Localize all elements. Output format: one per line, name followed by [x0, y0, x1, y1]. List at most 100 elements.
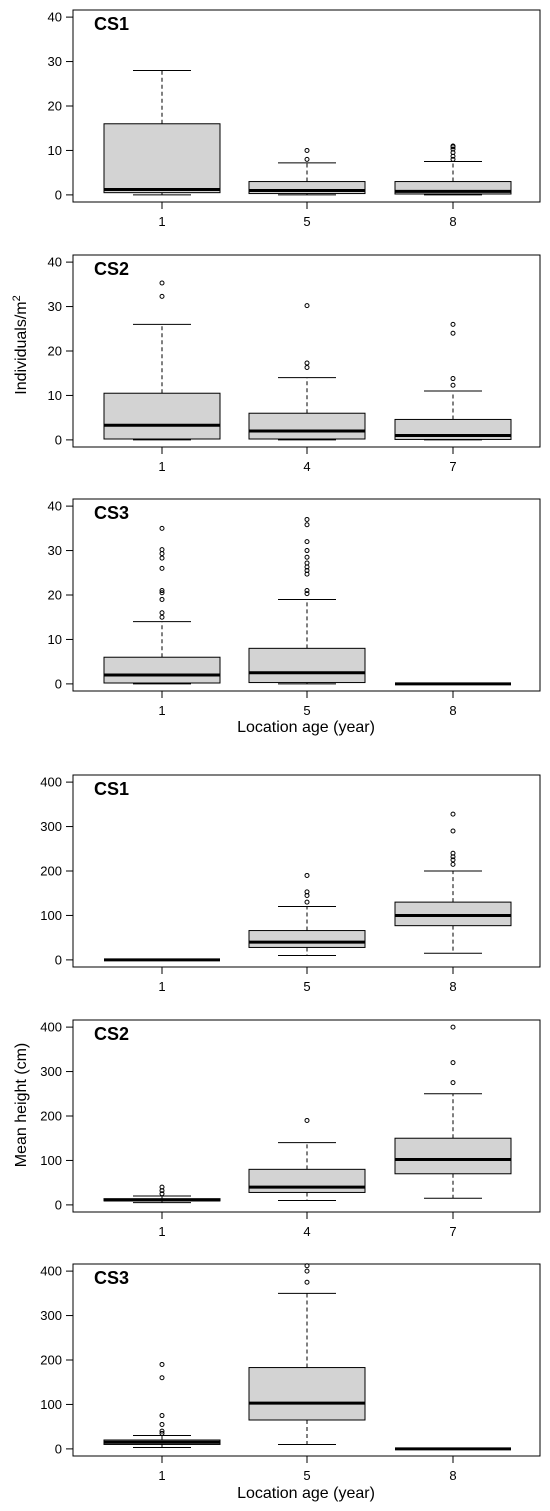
y-tick-label: 300 [40, 819, 62, 834]
panel-label: CS2 [94, 259, 129, 279]
y-tick-label: 400 [40, 1264, 62, 1279]
y-tick-label: 30 [48, 54, 62, 69]
outlier-point [304, 548, 310, 554]
outlier-point [159, 1191, 165, 1197]
density-x-axis-title: Location age (year) [237, 719, 375, 736]
outlier-point [450, 1024, 456, 1030]
outlier-point [450, 811, 456, 817]
panel-label: CS1 [94, 14, 129, 34]
box-iqr [248, 647, 366, 684]
y-tick-label: 200 [40, 1353, 62, 1368]
outlier-point [159, 1428, 165, 1434]
outlier-point [159, 614, 165, 620]
box-iqr [394, 1137, 512, 1175]
outlier-point [304, 1117, 310, 1123]
box-4 [248, 1117, 366, 1201]
outlier-point [304, 560, 310, 566]
y-tick-label: 20 [48, 99, 62, 114]
outlier-point [304, 364, 310, 370]
outlier-point [450, 861, 456, 867]
y-tick-label: 0 [55, 432, 62, 447]
box-7 [394, 321, 512, 441]
outlier-point [304, 872, 310, 878]
y-tick-label: 300 [40, 1308, 62, 1323]
y-tick-label: 20 [48, 344, 62, 359]
panel-label: CS3 [94, 503, 129, 523]
y-tick-label: 300 [40, 1064, 62, 1079]
outlier-point [304, 889, 310, 895]
outlier-point [304, 156, 310, 162]
x-tick-label: 8 [449, 979, 456, 994]
x-tick-label: 7 [449, 459, 456, 474]
panel-density-cs2: CS2 0 10 20 30 40 1 4 7 [48, 254, 541, 474]
panel-label: CS1 [94, 779, 129, 799]
y-tick-label: 0 [55, 1197, 62, 1212]
x-tick-label: 7 [449, 1224, 456, 1239]
outlier-point [159, 1430, 165, 1436]
box-iqr [248, 930, 366, 948]
outlier-point [450, 850, 456, 856]
density-y-axis-title-main: Individuals/m [13, 301, 30, 394]
x-tick-label: 4 [303, 1224, 310, 1239]
outlier-point [304, 539, 310, 545]
box-iqr [103, 656, 221, 684]
y-tick-label: 30 [48, 299, 62, 314]
box-1 [103, 525, 221, 685]
x-tick-label: 1 [158, 1468, 165, 1483]
box-5 [248, 516, 366, 685]
outlier-point [159, 547, 165, 553]
x-tick-label: 5 [303, 214, 310, 229]
outlier-point [450, 321, 456, 327]
outlier-point [450, 156, 456, 162]
box-1 [103, 69, 221, 196]
box-iqr [248, 412, 366, 440]
box-1 [103, 280, 221, 441]
y-tick-label: 40 [48, 499, 62, 514]
outlier-point [304, 516, 310, 522]
outlier-point [159, 1421, 165, 1427]
outlier-point [159, 588, 165, 594]
outlier-point [304, 899, 310, 905]
outlier-point [159, 551, 165, 557]
outlier-point [159, 1413, 165, 1419]
box-iqr [103, 392, 221, 440]
outlier-point [159, 525, 165, 531]
outlier-point [304, 554, 310, 560]
y-tick-label: 30 [48, 543, 62, 558]
outlier-point [159, 555, 165, 561]
height-y-axis-title: Mean height (cm) [13, 1043, 30, 1168]
outlier-point [304, 360, 310, 366]
x-tick-label: 8 [449, 1468, 456, 1483]
x-tick-label: 1 [158, 214, 165, 229]
y-tick-label: 0 [55, 676, 62, 691]
outlier-point [304, 1263, 310, 1269]
x-tick-label: 5 [303, 979, 310, 994]
x-tick-label: 5 [303, 1468, 310, 1483]
y-tick-label: 200 [40, 864, 62, 879]
outlier-point [450, 1080, 456, 1086]
panel-height-cs2: CS2 0 100 200 300 400 1 4 7 [40, 1019, 541, 1239]
x-tick-label: 1 [158, 703, 165, 718]
y-tick-label: 10 [48, 388, 62, 403]
density-y-axis-title-sup: 2 [11, 295, 23, 301]
outlier-point [159, 1184, 165, 1190]
x-tick-label: 1 [158, 1224, 165, 1239]
outlier-point [450, 143, 456, 149]
panel-height-cs3: CS3 0 100 200 300 400 1 5 8 [40, 1263, 541, 1483]
box-5 [248, 872, 366, 956]
box-1 [103, 1184, 221, 1204]
x-tick-label: 1 [158, 459, 165, 474]
box-5 [248, 147, 366, 196]
box-8 [394, 811, 512, 954]
outlier-point [304, 147, 310, 153]
x-tick-label: 4 [303, 459, 310, 474]
outlier-point [450, 146, 456, 152]
outlier-point [159, 1375, 165, 1381]
panel-density-cs3: CS3 0 10 20 30 40 1 5 8 [48, 498, 541, 718]
box-8 [394, 143, 512, 196]
y-tick-label: 0 [55, 187, 62, 202]
box-iqr [103, 123, 221, 194]
outlier-point [159, 590, 165, 596]
box-iqr [248, 1367, 366, 1421]
y-tick-label: 40 [48, 255, 62, 270]
